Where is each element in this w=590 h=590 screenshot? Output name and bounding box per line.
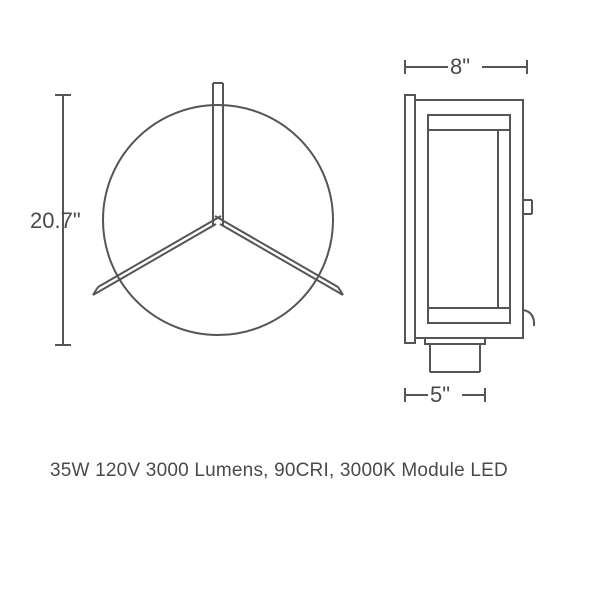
dim-side-bottom-label: 5" [430,382,450,407]
front-view [93,83,343,335]
dim-side-top: 8" [405,54,527,79]
dim-side-bottom: 5" [405,382,485,407]
diagram-container: 20.7" [0,0,590,590]
spoke-right [215,216,343,295]
technical-drawing: 20.7" [0,0,590,590]
dim-side-top-label: 8" [450,54,470,79]
dim-front-height-label: 20.7" [30,208,81,233]
spec-line: 35W 120V 3000 Lumens, 90CRI, 3000K Modul… [50,460,508,482]
spoke-left [93,216,221,295]
side-view: 8" [405,54,534,407]
dim-front-height: 20.7" [30,95,81,345]
